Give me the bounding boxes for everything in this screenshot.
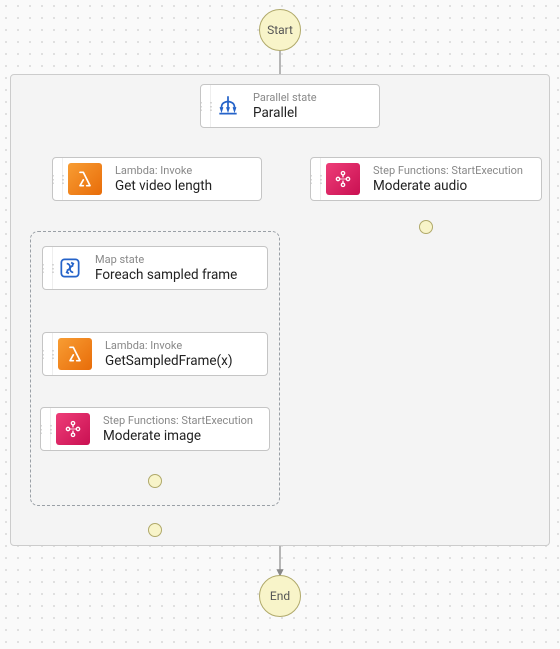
node-subtitle: Lambda: Invoke <box>105 339 257 352</box>
branch-end-dot <box>148 523 162 537</box>
end-label: End <box>270 589 290 603</box>
node-map[interactable]: ⋮⋮ Map state Foreach sampled frame <box>42 246 268 290</box>
node-title: Parallel <box>253 105 369 121</box>
node-title: Foreach sampled frame <box>95 267 257 283</box>
start-label: Start <box>267 23 293 37</box>
node-title: Moderate image <box>103 428 259 444</box>
node-subtitle: Parallel state <box>253 91 369 104</box>
branch-end-dot <box>148 474 162 488</box>
node-get-video-length[interactable]: ⋮⋮ Lambda: Invoke Get video length <box>52 157 262 201</box>
node-moderate-audio[interactable]: ⋮⋮ Step Functions: StartExecution Modera… <box>310 157 542 201</box>
stepfunctions-icon <box>56 413 90 445</box>
node-get-sampled-frame[interactable]: ⋮⋮ Lambda: Invoke GetSampledFrame(x) <box>42 332 268 376</box>
drag-grip: ⋮⋮ <box>53 158 63 200</box>
node-title: Get video length <box>115 178 251 194</box>
start-terminal[interactable]: Start <box>259 9 301 51</box>
node-moderate-image[interactable]: ⋮⋮ Step Functions: StartExecution Modera… <box>40 407 270 451</box>
node-subtitle: Step Functions: StartExecution <box>373 164 531 177</box>
stepfunctions-icon <box>326 163 360 195</box>
branch-end-dot <box>419 220 433 234</box>
node-subtitle: Step Functions: StartExecution <box>103 414 259 427</box>
node-title: Moderate audio <box>373 178 531 194</box>
node-parallel[interactable]: ⋮⋮ Parallel state Parallel <box>200 84 380 128</box>
end-terminal[interactable]: End <box>259 575 301 617</box>
drag-grip: ⋮⋮ <box>43 333 53 375</box>
node-title: GetSampledFrame(x) <box>105 353 257 369</box>
lambda-icon <box>58 338 92 370</box>
map-icon <box>53 247 87 289</box>
drag-grip: ⋮⋮ <box>41 408 51 450</box>
drag-grip: ⋮⋮ <box>201 85 211 127</box>
node-subtitle: Map state <box>95 253 257 266</box>
drag-grip: ⋮⋮ <box>43 247 53 289</box>
lambda-icon <box>68 163 102 195</box>
drag-grip: ⋮⋮ <box>311 158 321 200</box>
parallel-icon <box>211 85 245 127</box>
node-subtitle: Lambda: Invoke <box>115 164 251 177</box>
